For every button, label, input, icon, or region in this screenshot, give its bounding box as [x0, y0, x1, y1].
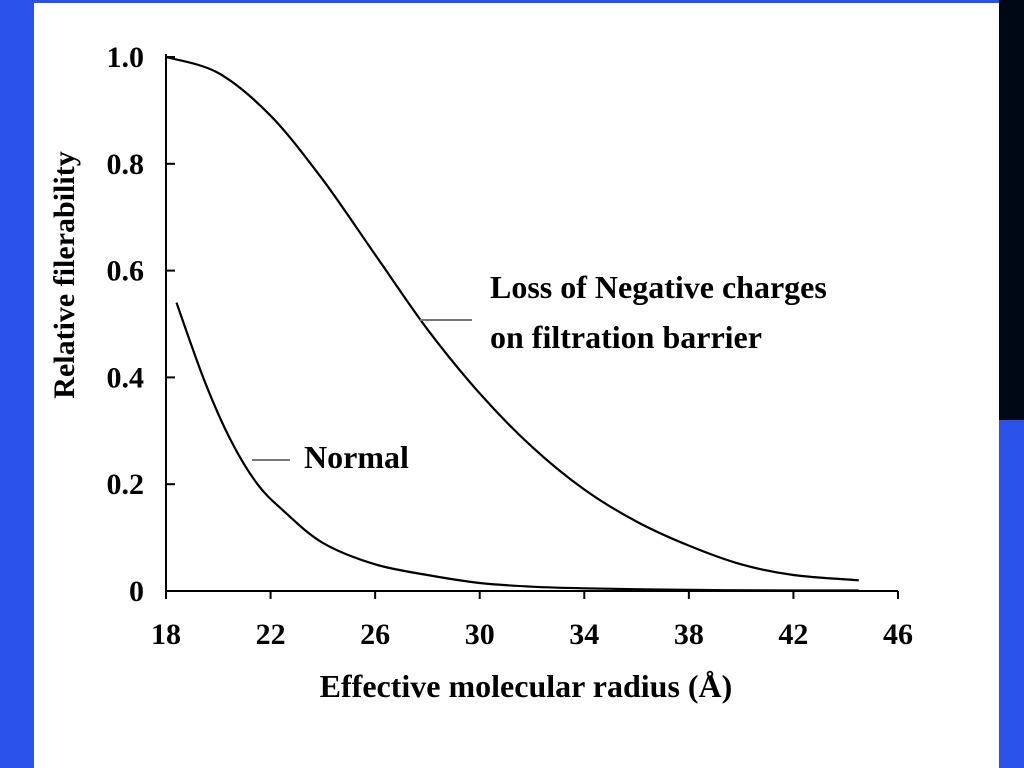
curve-loss-negative-charges	[165, 55, 859, 582]
series-label-loss-line1: Loss of Negative charges	[490, 269, 827, 305]
x-tick-label: 22	[256, 618, 286, 651]
y-tick-label: 0.6	[107, 255, 145, 288]
x-tick-label: 42	[778, 618, 808, 651]
slide-frame-left	[0, 0, 34, 768]
x-tick-group: 18 22 26 30 34 38 42 46	[151, 591, 913, 651]
x-tick-label: 26	[360, 618, 390, 651]
x-tick-label: 46	[883, 618, 913, 651]
slide-frame-right-blue	[999, 420, 1024, 768]
slide-frame-top	[34, 0, 999, 3]
x-axis-label: Effective molecular radius (Å)	[320, 668, 733, 704]
x-tick-label: 34	[569, 618, 599, 651]
y-tick-group: 0 0.2 0.4 0.6 0.8 1.0	[107, 41, 175, 608]
curve-normal	[175, 302, 859, 592]
x-tick-label: 38	[674, 618, 704, 651]
series-label-normal: Normal	[304, 439, 409, 475]
y-tick-label: 1.0	[107, 41, 145, 74]
y-tick-label: 0.4	[107, 361, 145, 394]
series-label-loss-line2: on filtration barrier	[490, 319, 762, 355]
y-tick-label: 0.2	[107, 468, 145, 501]
x-tick-label: 30	[465, 618, 495, 651]
series-group	[165, 55, 859, 592]
slide-frame-right-dark	[999, 0, 1024, 420]
y-tick-label: 0	[129, 575, 144, 608]
x-tick-label: 18	[151, 618, 181, 651]
y-tick-label: 0.8	[107, 148, 145, 181]
y-axis-label: Relative filerability	[48, 151, 81, 398]
